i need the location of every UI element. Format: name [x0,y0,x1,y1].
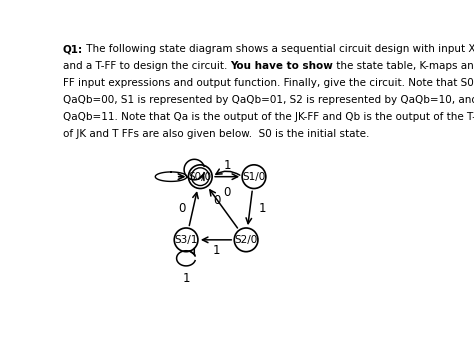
Text: S0/0: S0/0 [189,172,212,182]
Text: S2/0: S2/0 [235,235,258,245]
FancyArrowPatch shape [189,193,198,226]
Text: 1: 1 [259,202,266,215]
Text: Q1:: Q1: [63,44,83,54]
FancyArrowPatch shape [246,191,252,224]
Text: QaQb=11. Note that Qa is the output of the JK-FF and Qb is the output of the T-F: QaQb=11. Note that Qa is the output of t… [63,112,474,122]
Text: QaQb=00, S1 is represented by QaQb=01, S2 is represented by QaQb=10, and S3 is r: QaQb=00, S1 is represented by QaQb=01, S… [63,95,474,105]
Text: 1: 1 [223,159,231,172]
FancyArrowPatch shape [210,190,237,228]
Text: 1: 1 [182,272,190,285]
Text: 0: 0 [213,194,220,207]
FancyArrowPatch shape [215,174,237,180]
Text: FF input expressions and output function. Finally, give the circuit. Note that S: FF input expressions and output function… [63,78,474,88]
Text: S1/0: S1/0 [242,172,265,182]
Text: and a T-FF to design the circuit.: and a T-FF to design the circuit. [63,61,230,72]
Text: the state table, K-maps and Boolean expressions for: the state table, K-maps and Boolean expr… [333,61,474,72]
Text: You have to show: You have to show [230,61,333,72]
Text: of JK and T FFs are also given below.  S0 is the initial state.: of JK and T FFs are also given below. S0… [63,129,369,139]
FancyArrowPatch shape [216,169,240,175]
Text: S3/1: S3/1 [174,235,198,245]
Text: 0: 0 [178,202,186,215]
Text: The following state diagram shows a sequential circuit design with input X and o: The following state diagram shows a sequ… [83,44,474,54]
FancyArrowPatch shape [202,237,231,243]
Text: 0: 0 [223,186,231,199]
Text: 1: 1 [212,244,220,257]
